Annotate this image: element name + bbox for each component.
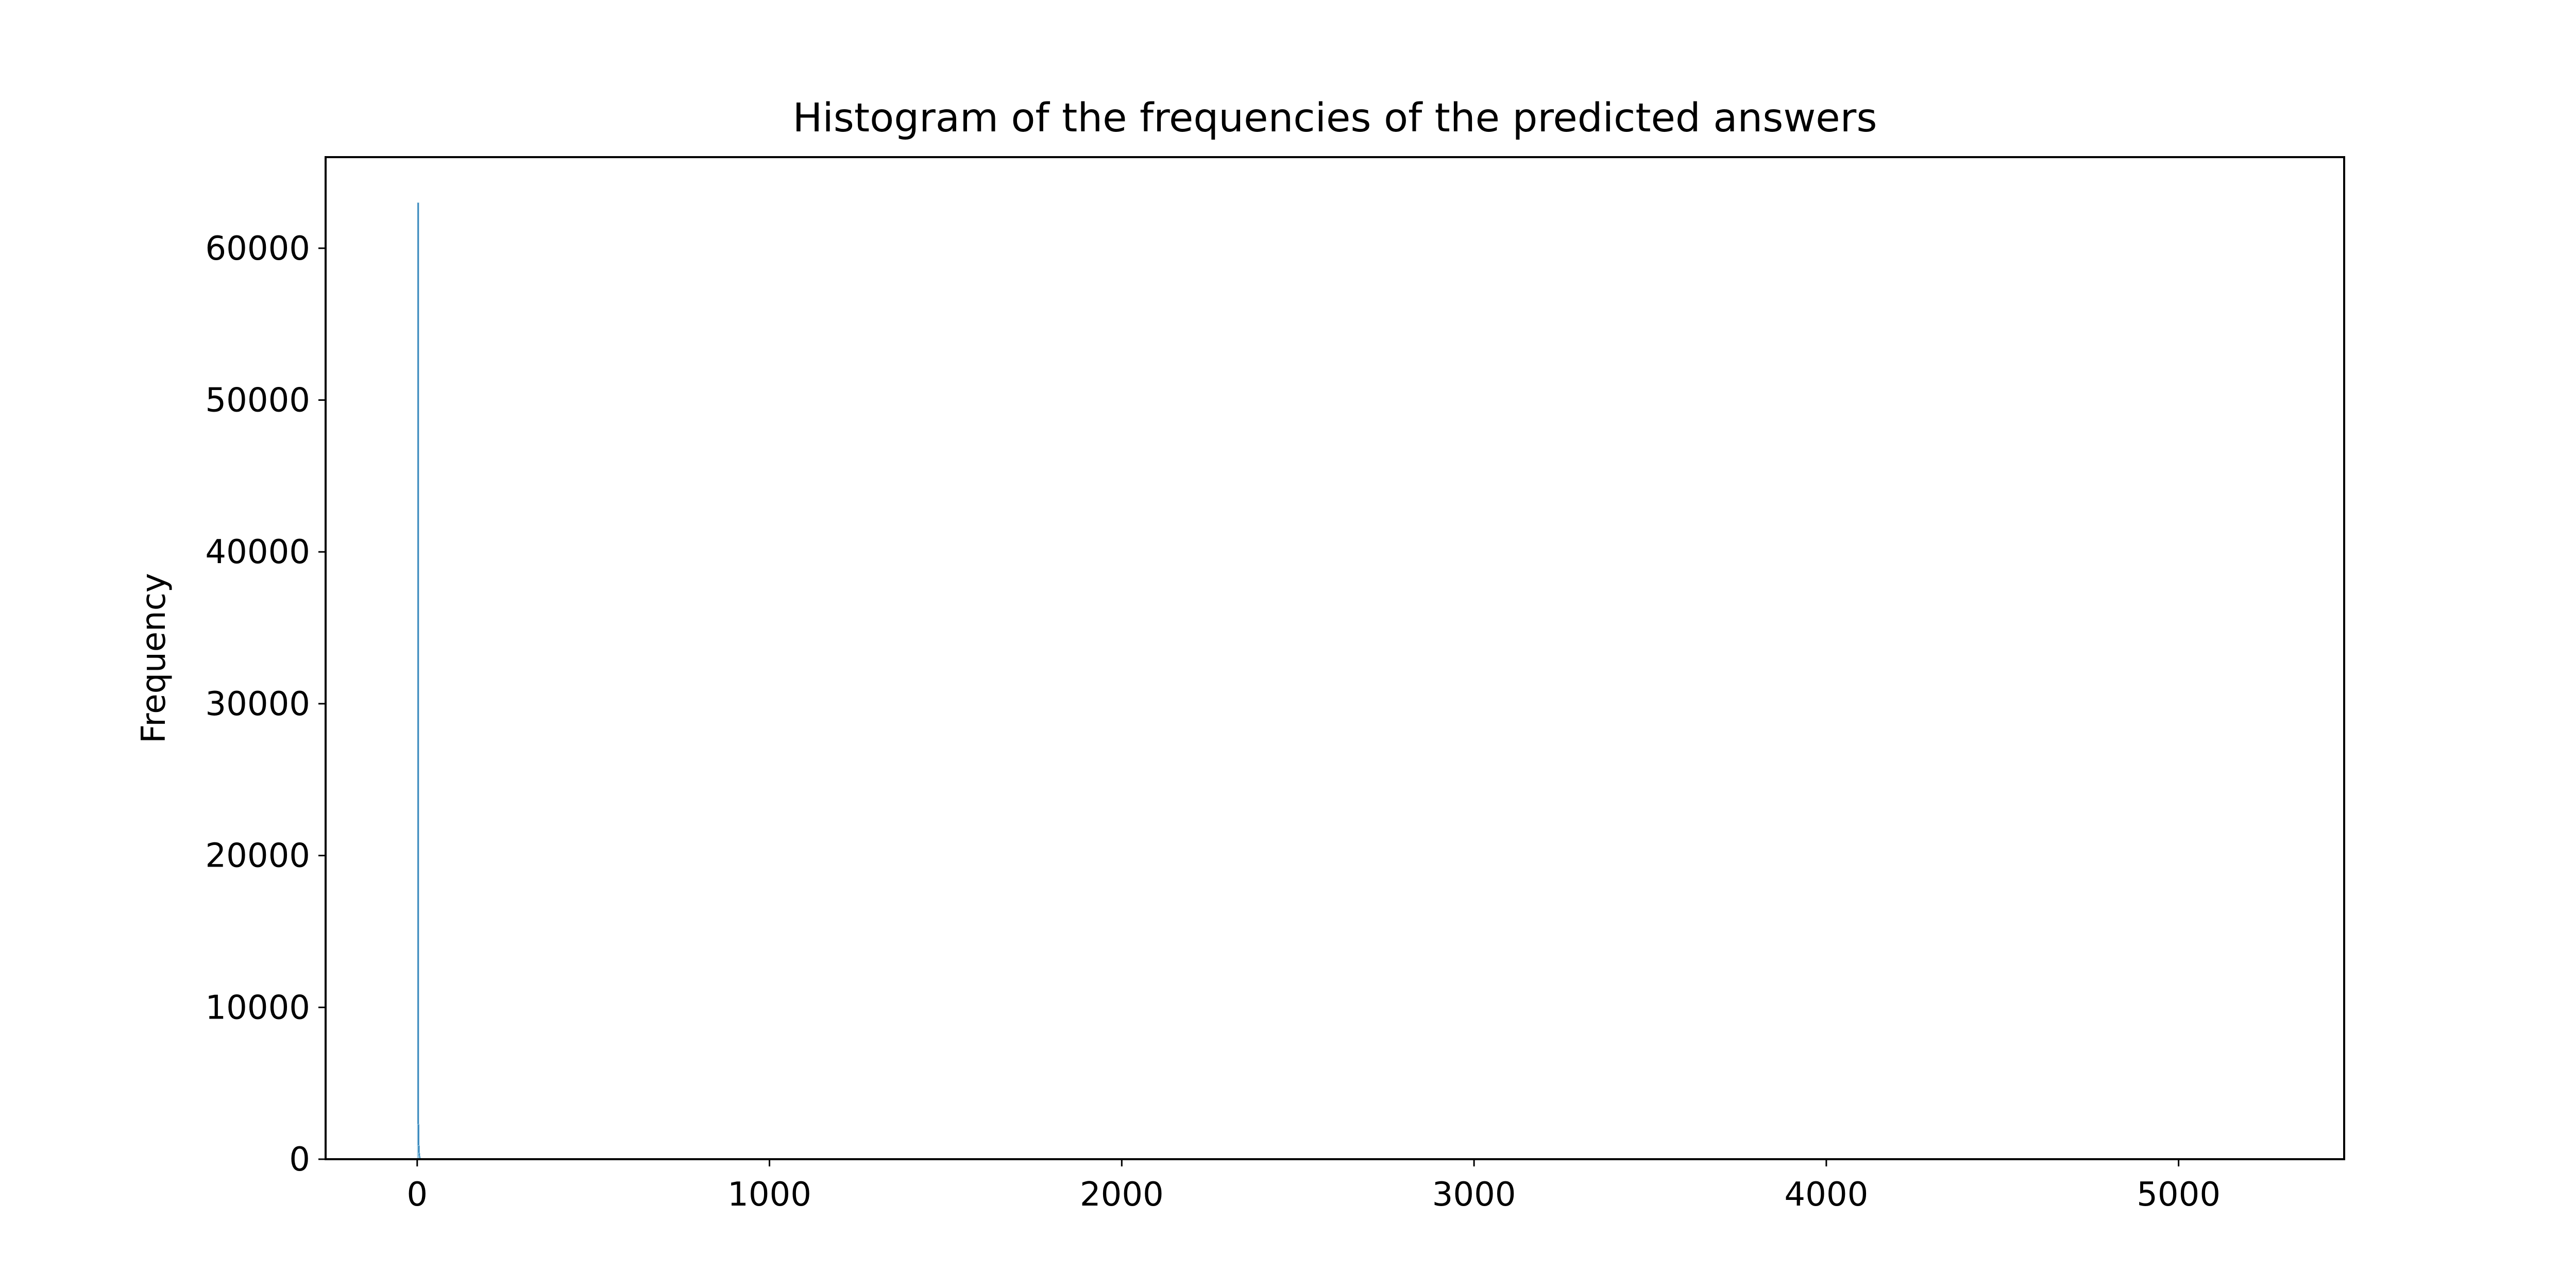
chart-title: Histogram of the frequencies of the pred… — [793, 95, 1877, 141]
axes-frame — [325, 156, 2345, 1160]
x-tick-label: 2000 — [1080, 1176, 1164, 1214]
y-tick-label: 20000 — [205, 837, 310, 875]
x-tick-label: 3000 — [1432, 1176, 1516, 1214]
y-tick-label: 50000 — [205, 382, 310, 420]
y-tick-label: 40000 — [205, 533, 310, 571]
histogram-bar — [417, 202, 419, 1160]
y-tick-label: 30000 — [205, 685, 310, 723]
ticks-layer: 0 1000 2000 3000 4000 50000100002000030000400… — [205, 230, 2221, 1214]
y-tick-label: 60000 — [205, 230, 310, 268]
x-tick-label: 5000 — [2137, 1176, 2221, 1214]
y-tick-label: 10000 — [205, 989, 310, 1027]
y-tick-label: 0 — [289, 1141, 310, 1179]
x-tick-label: 0 — [406, 1176, 428, 1214]
x-tick-label: 1000 — [727, 1176, 811, 1214]
x-tick-label: 4000 — [1784, 1176, 1868, 1214]
y-axis-label: Frequency — [135, 573, 173, 743]
